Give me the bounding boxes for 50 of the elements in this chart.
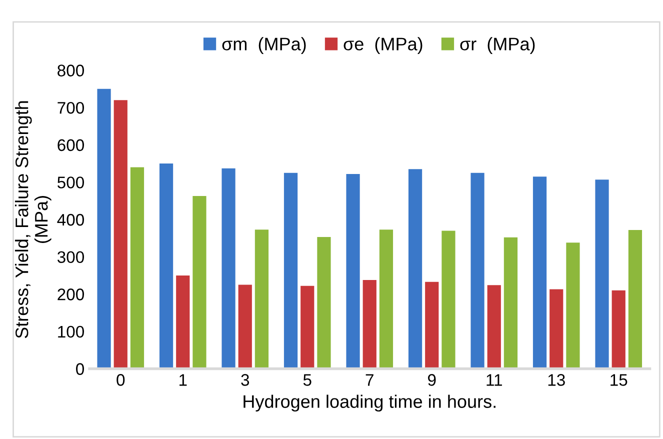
bar [470, 172, 484, 369]
legend-label: σm (MPa) [222, 37, 306, 54]
bar [130, 167, 144, 369]
bar [346, 174, 360, 369]
x-tick-label: 1 [180, 374, 187, 386]
x-tick-label: 0 [116, 374, 125, 386]
bar [532, 176, 547, 369]
x-tick-label: 11 [486, 374, 502, 386]
bar [566, 242, 580, 369]
bar [317, 237, 331, 369]
bar [97, 88, 111, 369]
x-tick-label: 5 [303, 374, 312, 386]
y-tick-label: 600 [58, 139, 84, 152]
bar [612, 290, 626, 369]
bar [442, 230, 456, 369]
bar [628, 230, 642, 369]
y-tick-label: 500 [58, 176, 84, 188]
x-tick-label: 3 [241, 374, 250, 386]
x-tick-label: 15 [610, 374, 628, 386]
y-tick-label: 0 [76, 363, 84, 375]
bar [408, 169, 422, 369]
x-axis-title: Hydrogen loading time in hours. [244, 394, 496, 412]
bar [550, 289, 564, 369]
bar [254, 230, 269, 369]
bar [159, 164, 174, 369]
y-tick-label: 700 [58, 102, 84, 114]
bar [379, 230, 394, 369]
bar [425, 282, 439, 369]
y-tick-label: 800 [58, 64, 84, 76]
y-tick-label: 300 [57, 251, 84, 264]
bar [595, 180, 609, 369]
bar [504, 237, 518, 369]
bar [192, 196, 206, 369]
y-axis-title: Stress, Yield, Failure Strength (MPa) [15, 101, 52, 338]
y-tick-label: 400 [57, 214, 84, 226]
bar [284, 172, 298, 369]
bar [487, 285, 501, 369]
y-tick-label: 100 [58, 326, 84, 338]
legend-label: σr (MPa) [460, 37, 535, 54]
bar [300, 286, 314, 369]
bar [222, 168, 236, 369]
x-tick-label: 13 [548, 374, 565, 386]
bar [176, 275, 190, 369]
bar [362, 280, 376, 369]
legend-label: σe (MPa) [344, 37, 422, 54]
x-tick-label: 9 [428, 374, 436, 386]
x-tick-label: 7 [366, 374, 374, 386]
bar [238, 284, 252, 369]
y-tick-label: 200 [58, 288, 84, 300]
bar [114, 100, 128, 369]
